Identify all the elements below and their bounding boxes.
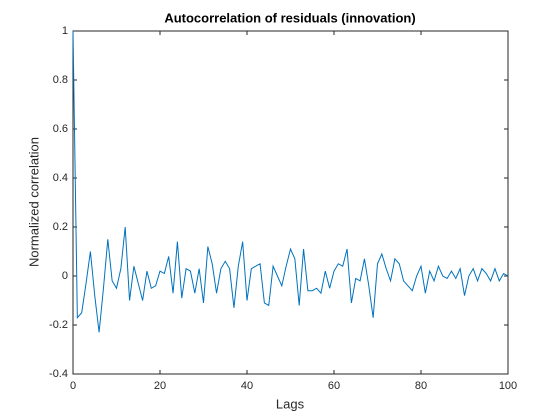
x-tick-label: 0 — [70, 380, 76, 392]
y-tick-label: 0.4 — [53, 172, 68, 184]
x-tick-label: 40 — [241, 380, 253, 392]
y-axis-label: Normalized correlation — [26, 137, 41, 267]
y-tick-label: 0.8 — [53, 74, 68, 86]
y-tick-label: 0.2 — [53, 221, 68, 233]
y-tick-label: 1 — [62, 25, 68, 37]
chart-title: Autocorrelation of residuals (innovation… — [164, 10, 415, 25]
y-tick-label: 0.6 — [53, 123, 68, 135]
y-tick-label: 0 — [62, 270, 68, 282]
x-tick-label: 20 — [154, 380, 166, 392]
x-tick-label: 80 — [415, 380, 427, 392]
y-tick-label: -0.2 — [49, 319, 68, 331]
x-tick-label: 60 — [328, 380, 340, 392]
x-tick-label: 100 — [499, 380, 517, 392]
x-axis-label: Lags — [276, 396, 305, 411]
data-line — [72, 30, 509, 333]
y-tick-label: -0.4 — [49, 368, 68, 380]
plot-area — [72, 30, 509, 375]
